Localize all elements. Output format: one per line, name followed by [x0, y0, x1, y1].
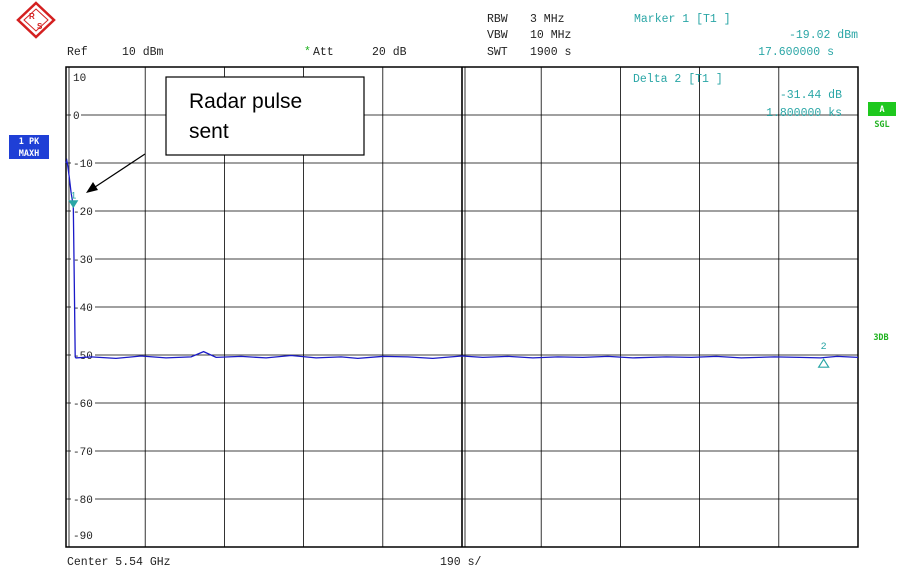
y-tick-label-bg — [71, 494, 95, 505]
marker-1-label: 1 — [70, 191, 76, 202]
span-per-division: 190 s/ — [440, 556, 482, 569]
callout-line-1: Radar pulse — [189, 90, 302, 113]
rbw-label: RBW — [487, 13, 508, 26]
y-tick-labels: 100-10-20-30-40-50-60-70-80-90 — [71, 72, 95, 543]
y-tick-label: -80 — [73, 495, 93, 507]
callout-arrow-head — [86, 182, 98, 193]
y-tick-label: -60 — [73, 399, 93, 411]
y-tick-label-bg — [71, 110, 81, 121]
y-tick-label-bg — [71, 302, 95, 313]
trace-badge-pk: 1 PK — [19, 137, 40, 147]
swt-value: 1900 s — [530, 46, 571, 59]
y-tick-label: 0 — [73, 111, 80, 123]
plot-grid — [65, 66, 859, 548]
marker-2-label: 2 — [821, 342, 827, 353]
rohde-schwarz-logo-icon: R S — [16, 1, 56, 39]
callout-line-2: sent — [189, 120, 229, 143]
marker-2-symbol — [817, 358, 830, 368]
delta2-time: 1.800000 ks — [766, 107, 842, 120]
rbw-value: 3 MHz — [530, 13, 565, 26]
vbw-value: 10 MHz — [530, 29, 571, 42]
y-tick-label: -90 — [73, 531, 93, 543]
att-star: * — [304, 46, 311, 59]
y-tick-label-bg — [71, 72, 88, 83]
y-tick-label: -20 — [73, 207, 93, 219]
delta2-level: -31.44 dB — [780, 89, 842, 102]
callout-box — [165, 76, 365, 156]
markers: 12 — [68, 191, 830, 368]
att-label: Att — [313, 46, 334, 59]
y-tick-label: -40 — [73, 303, 93, 315]
vbw-label: VBW — [487, 29, 508, 42]
a-badge: A — [879, 105, 884, 115]
y-tick-label: -30 — [73, 255, 93, 267]
y-tick-label: -10 — [73, 159, 93, 171]
y-tick-label: 10 — [73, 73, 86, 85]
y-tick-label-bg — [71, 158, 95, 169]
center-frequency: Center 5.54 GHz — [67, 556, 171, 569]
marker1-time: 17.600000 s — [758, 46, 834, 59]
trace-line — [65, 158, 859, 360]
marker1-title: Marker 1 [T1 ] — [634, 13, 731, 26]
marker-1-symbol — [68, 200, 79, 209]
y-tick-label-bg — [71, 446, 95, 457]
y-tick-label-bg — [71, 530, 95, 541]
y-tick-label: -70 — [73, 447, 93, 459]
ref-value: 10 dBm — [122, 46, 164, 59]
y-tick-label-bg — [71, 254, 95, 265]
sgl-label: SGL — [874, 120, 889, 130]
trace-badge-2-bg — [9, 147, 49, 159]
y-tick-label-bg — [71, 398, 95, 409]
delta2-title: Delta 2 [T1 ] — [633, 73, 723, 86]
svg-text:S: S — [37, 22, 43, 31]
swt-label: SWT — [487, 46, 508, 59]
marker1-level: -19.02 dBm — [789, 29, 858, 42]
callout-arrow-line — [91, 153, 146, 190]
a-badge-bg — [868, 102, 896, 116]
3db-label: 3DB — [873, 333, 888, 343]
trace-badge-1-bg — [9, 135, 49, 147]
ref-label: Ref — [67, 46, 88, 59]
svg-text:R: R — [29, 12, 35, 21]
y-tick-label-bg — [71, 206, 95, 217]
trace-badge-maxh: MAXH — [19, 149, 39, 159]
att-value: 20 dB — [372, 46, 407, 59]
y-tick-label-bg — [71, 350, 95, 361]
